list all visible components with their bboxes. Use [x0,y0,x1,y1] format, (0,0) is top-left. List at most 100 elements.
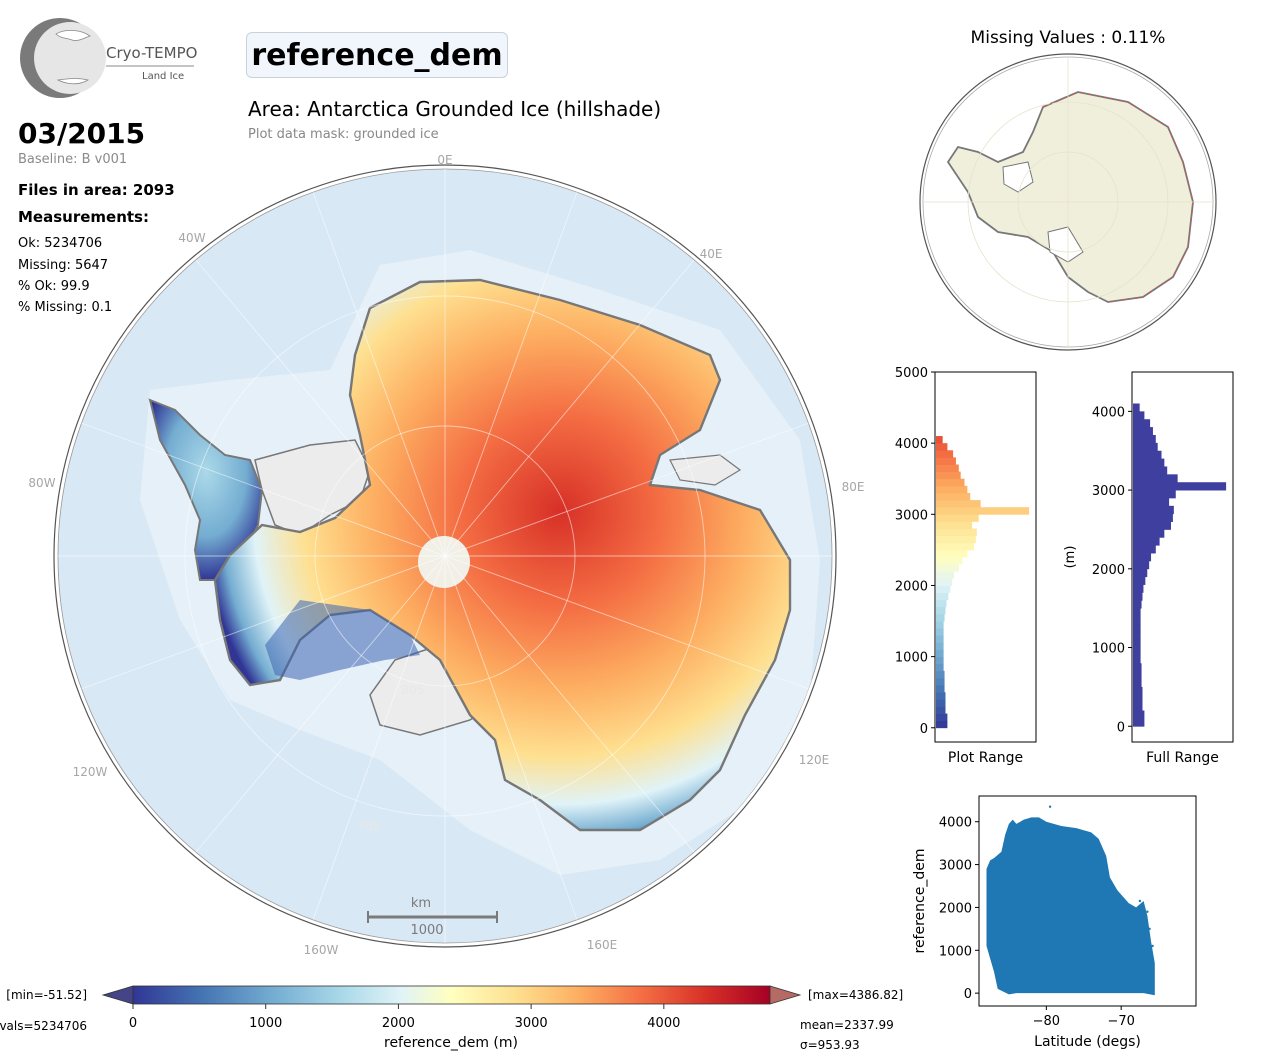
scatter-ytick-label: 2000 [939,901,972,916]
page-title: reference_dem [246,32,508,78]
hist-bar [1133,490,1176,499]
colorbar-tick-label: 0 [129,1016,137,1031]
logo-name: Cryo-TEMPO [106,44,197,62]
missing-values-title: Missing Values : 0.11% [970,28,1166,48]
hist-ytick-label: 2000 [895,579,928,594]
hist-bar [1133,631,1141,641]
colorbar-max-label: [max=4386.82] [808,988,903,1002]
hist-xlabel: Plot Range [948,750,1023,766]
hist-bar [1133,702,1143,711]
hist-bar [1133,505,1174,515]
hist-bar [936,528,977,537]
scatter-point [1138,899,1142,903]
west-antarctica-low [265,600,420,680]
hist-ytick-label: 4000 [1092,405,1125,420]
hist-bar [936,471,961,480]
colorbar: 0 1000 2000 3000 4000 [min=-51.52] [max=4386… [0,985,903,1052]
hist-bar [1133,403,1140,412]
hist-bar [936,692,946,700]
hist-bar [1133,497,1170,507]
missing-count: Missing: 5647 [18,258,109,273]
hist-bar [936,628,944,636]
hist-bar [1133,576,1146,585]
hist-bar [1133,419,1151,428]
logo-subtitle: Land Ice [142,71,184,82]
hist-bar [1133,663,1142,672]
scatter-point [994,957,997,961]
hist-bar [936,613,945,622]
hist-bar [936,677,945,686]
missing-values-map [919,53,1217,351]
hist-bar [1133,600,1142,609]
hist-bar [1133,616,1141,625]
colorbar-tick-label: 3000 [515,1016,548,1031]
hist-ytick-label: 2000 [1092,563,1125,578]
colorbar-min-extend [101,985,134,1005]
hist-bar [1133,474,1178,483]
baseline-label: Baseline: B v001 [18,152,128,167]
hist-bar [936,621,944,629]
hist-bar [1133,679,1142,688]
hist-ytick-label: 1000 [1092,642,1125,657]
hist-ytick-label: 0 [1117,720,1125,735]
colorbar-sigma-label: σ=953.93 [800,1038,860,1052]
missing-points [1042,91,1194,303]
hist-bar [1133,686,1143,696]
date-label: 03/2015 [18,117,146,150]
colorbar-tick-label: 2000 [382,1016,415,1031]
hist-bar [1133,710,1145,719]
hist-bar [936,571,955,579]
lon-label-160w: 160W [304,943,339,957]
colorbar-mean-label: mean=2337.99 [800,1018,894,1032]
hist-bar [936,706,946,714]
hist-bar [936,436,943,444]
scatter-point [1146,910,1149,913]
lon-label-120w: 120W [73,765,108,779]
grounded-ice-sheet [213,278,792,832]
hist-bar [936,485,968,494]
pct-missing: % Missing: 0.1 [18,300,113,315]
hist-bar [1133,411,1145,420]
colorbar-label: reference_dem (m) [384,1035,518,1051]
hist-bar [1133,513,1173,522]
colorbar-nvals-label: nvals=5234706 [0,1019,87,1033]
scatter-xlabel: Latitude (degs) [1034,1034,1141,1050]
hist-bar [1133,718,1145,727]
main-map: 0E 40W 40E 80W 80E 120W 120E 160W 160E 8… [28,153,864,957]
hist-bar [1133,427,1153,436]
graticule [58,169,832,943]
hist-ylabel: (m) [1063,546,1078,569]
hist-bar [936,457,956,465]
hist-bar [1133,560,1150,570]
hist-bar [936,642,944,650]
hist-bar [1133,694,1143,704]
hist-bar [936,663,944,672]
hist-bar [1133,521,1171,530]
hist-xlabel: Full Range [1146,750,1219,766]
hist-bar [1133,568,1148,578]
hist-bar [1133,647,1141,656]
lat-label-70s: 70S [358,819,381,833]
scatter-ytick-label: 3000 [939,859,972,874]
hist-bar [1133,450,1162,459]
lon-label-40e: 40E [700,247,723,261]
scatter-point [1151,944,1154,948]
scale-value: 1000 [410,923,443,938]
hist-bar [936,450,954,458]
hist-bar [1133,466,1168,475]
hist-ytick-label: 3000 [1092,484,1125,499]
hist-bar [1133,482,1227,491]
scatter-point [1148,927,1151,931]
hist-bar [936,606,946,615]
hist-bar [1133,537,1160,546]
mask-text: Plot data mask: grounded ice [248,127,439,142]
scale-unit: km [411,896,431,911]
scatter-point-cloud [986,817,1155,996]
ok-count: Ok: 5234706 [18,236,103,251]
hist-bar [1133,553,1152,562]
full-range-histogram: 0 1000 2000 3000 4000 Full Range (m) [1063,371,1234,766]
colorbar-tick-label: 1000 [249,1016,282,1031]
colorbar-gradient [132,985,771,1005]
lon-label-0e: 0E [437,153,452,167]
hist-bar [936,713,948,722]
